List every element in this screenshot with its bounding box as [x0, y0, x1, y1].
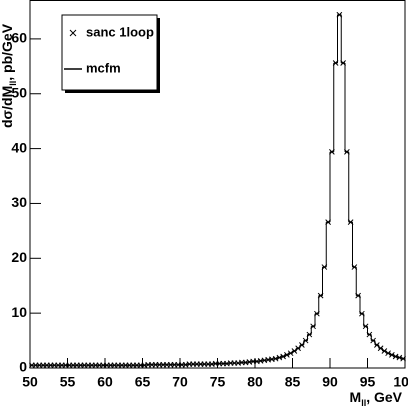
- x-tick-label: 75: [210, 374, 226, 390]
- x-label-main: M: [350, 389, 362, 405]
- x-tick-label: 50: [22, 374, 38, 390]
- y-label-main: dσ/dM: [0, 86, 15, 128]
- legend-key: [69, 29, 77, 37]
- legend-shadow: [65, 90, 160, 93]
- x-tick-label: 85: [285, 374, 301, 390]
- x-label-unit: , GeV: [366, 389, 402, 405]
- y-label-unit: , pb/GeV: [0, 23, 15, 80]
- legend-shadow: [157, 18, 160, 93]
- x-tick-label: 95: [360, 374, 376, 390]
- y-tick-label: 60: [11, 30, 27, 46]
- x-tick-label: 80: [247, 374, 263, 390]
- y-tick-label: 10: [11, 304, 27, 320]
- legend-label: sanc 1loop: [86, 24, 154, 39]
- x-tick-label: 90: [322, 374, 338, 390]
- x-tick-label: 60: [97, 374, 113, 390]
- x-tick-label: 65: [135, 374, 151, 390]
- y-label-sub: ll: [8, 81, 18, 86]
- x-axis-label: Mll, GeV: [350, 389, 403, 408]
- y-tick-label: 40: [11, 139, 27, 155]
- y-tick-label: 30: [11, 194, 27, 210]
- x-tick-label: 100: [393, 374, 408, 390]
- legend-box: [61, 14, 158, 91]
- y-tick-label: 50: [11, 84, 27, 100]
- legend-label: mcfm: [86, 60, 121, 75]
- x-tick-label: 70: [172, 374, 188, 390]
- series-step: [30, 14, 405, 366]
- y-tick-label: 20: [11, 249, 27, 265]
- x-label-sub: ll: [361, 398, 366, 408]
- cross-stroke: [69, 29, 77, 37]
- y-tick-label: 0: [19, 359, 27, 375]
- x-tick-label: 55: [60, 374, 76, 390]
- y-axis-label: dσ/dMll, pb/GeV: [0, 23, 18, 128]
